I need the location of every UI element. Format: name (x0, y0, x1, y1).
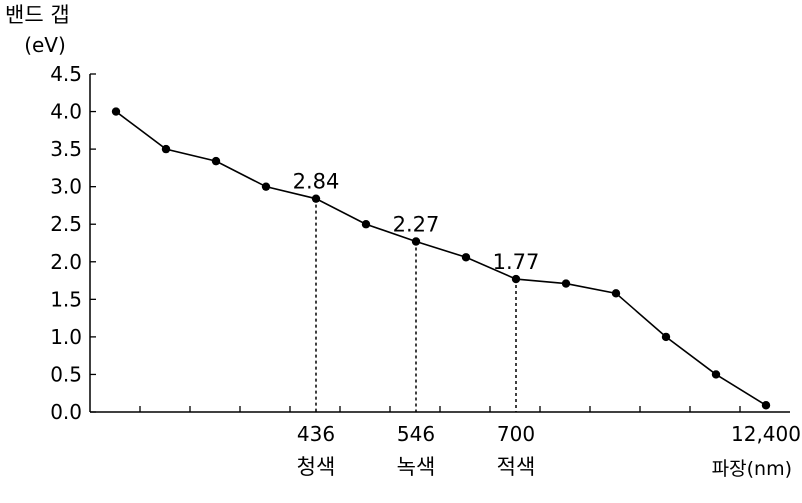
value-label: 1.77 (493, 250, 540, 274)
x-tick-label: 436 (297, 422, 335, 446)
data-point (661, 332, 671, 342)
y-axis-ticks: 0.0 0.5 1.0 1.5 2.0 2.5 3.0 3.5 4.0 4.5 (50, 62, 96, 424)
data-point (511, 274, 521, 284)
y-tick-label: 3.0 (50, 175, 82, 199)
y-tick-label: 0.5 (50, 362, 82, 386)
y-tick-label: 1.0 (50, 325, 82, 349)
color-name-label: 녹색 (397, 455, 436, 479)
y-tick-label: 4.5 (50, 62, 82, 86)
y-tick-label: 2.5 (50, 212, 82, 236)
x-tick-label-end: 12,400 (731, 422, 801, 446)
y-tick-label: 2.0 (50, 250, 82, 274)
y-axis-unit: (eV) (24, 33, 66, 57)
data-point (361, 220, 371, 229)
x-axis-title: 파장(nm) (712, 458, 792, 480)
x-tick-label: 546 (397, 422, 435, 446)
data-point (461, 253, 471, 262)
data-point (311, 194, 321, 203)
data-point (111, 107, 121, 116)
x-axis-ticks (139, 406, 741, 412)
y-tick-label: 4.0 (50, 100, 82, 124)
data-point (261, 182, 271, 191)
value-label: 2.84 (293, 170, 340, 194)
value-label: 2.27 (393, 212, 440, 236)
data-point (761, 401, 771, 410)
y-tick-label: 1.5 (50, 287, 82, 311)
guide-lines (315, 198, 517, 412)
data-points (111, 107, 771, 410)
color-name-label: 청색 (297, 455, 336, 479)
data-point (161, 144, 171, 154)
color-name-label: 적색 (497, 455, 536, 479)
y-axis-title: 밴드 갭 (5, 3, 70, 27)
data-point (411, 237, 421, 246)
annotation-labels: 2.84 436 청색 2.27 546 녹색 1.77 700 적색 12,400 (293, 170, 801, 479)
x-tick-label: 700 (497, 422, 535, 446)
data-point (211, 156, 221, 166)
y-tick-label: 0.0 (50, 400, 82, 424)
series-line (115, 110, 767, 406)
data-point (711, 370, 721, 379)
y-tick-label: 3.5 (50, 137, 82, 161)
data-point (561, 279, 571, 288)
data-point (611, 289, 621, 298)
